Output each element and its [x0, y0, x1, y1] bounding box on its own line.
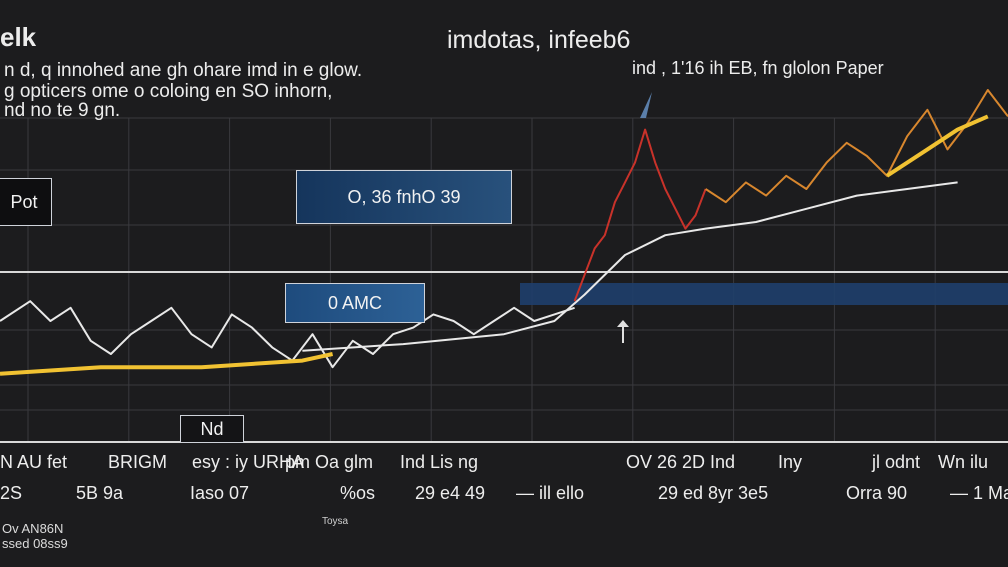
series-lines — [0, 89, 1008, 376]
brand-logo-text: elk — [0, 22, 37, 52]
footer-line-1: Ov AN86N — [2, 521, 64, 536]
series-line-1 — [302, 181, 958, 352]
marker-arrow-1 — [617, 320, 629, 327]
series-line-5 — [885, 114, 989, 178]
row2-label-0: 2S — [0, 483, 23, 503]
highlight-band — [0, 271, 1008, 443]
row1-label-0: N AU fet — [0, 452, 68, 472]
chart-title: imdotas, infeeb6 — [447, 26, 631, 54]
footer-small-label: Toysa — [322, 516, 349, 527]
row1-label-2: esy : iy URHA — [192, 452, 305, 472]
marker-flag-1 — [640, 92, 652, 118]
annotation-box-c: Nd — [180, 415, 244, 443]
row1-label-6: OV 26 2D Ind — [626, 452, 736, 472]
row1-label-8: jl odnt — [872, 452, 921, 472]
subtitle-right: ind , 1'16 ih EB, fn glolon Paper — [632, 58, 884, 78]
series-line-3 — [705, 89, 1008, 204]
row1-label-1: BRIGM — [108, 452, 168, 472]
annotation-box-a: O, 36 fnhO 39 — [296, 170, 512, 224]
row2-label-3: %os — [340, 483, 376, 503]
row2-label-8: — 1 Ma — [950, 483, 1008, 503]
annotation-box-left: Pot — [0, 178, 52, 226]
row1-label-3: pm Oa glm — [285, 452, 374, 472]
footer-note: Ov AN86N ssed 08ss9 — [2, 521, 68, 551]
row2-label-2: Iaso 07 — [190, 483, 250, 503]
series-line-2 — [573, 128, 707, 302]
subtitle-line-2: g opticers ome o coloing en SO inhorn, — [4, 81, 333, 102]
blue-band — [520, 283, 1008, 305]
row2-label-5: — ill ello — [516, 483, 585, 503]
annotation-box-b: 0 AMC — [285, 283, 425, 323]
row1-label-7: Iny — [778, 452, 803, 472]
markers — [617, 92, 652, 343]
row2-label-7: Orra 90 — [846, 483, 908, 503]
row2-label-1: 5B 9a — [76, 483, 124, 503]
subtitle-line-1: n d, q innohed ane gh ohare imd in e glo… — [4, 60, 363, 81]
row1-label-4: Ind Lis ng — [400, 452, 479, 472]
footer-line-2: ssed 08ss9 — [2, 536, 68, 551]
row1-label-9: Wn ilu — [938, 452, 989, 472]
subtitle-line-3: nd no te 9 gn. — [4, 100, 121, 121]
row2-label-6: 29 ed 8yr 3e5 — [658, 483, 769, 503]
series-line-4 — [0, 352, 334, 376]
row2-label-4: 29 e4 49 — [415, 483, 486, 503]
grid-lines — [0, 117, 1008, 442]
